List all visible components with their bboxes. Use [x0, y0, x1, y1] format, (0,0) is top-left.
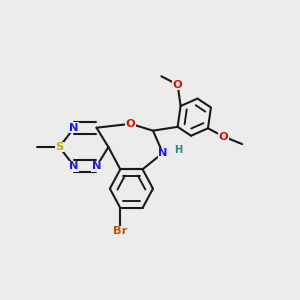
Text: N: N — [92, 161, 101, 171]
Text: O: O — [126, 119, 136, 129]
Text: N: N — [70, 123, 79, 133]
Text: O: O — [173, 80, 182, 90]
Text: N: N — [70, 161, 79, 171]
Text: O: O — [219, 132, 229, 142]
Text: N: N — [158, 148, 167, 158]
Text: Br: Br — [113, 226, 127, 236]
Text: S: S — [55, 142, 64, 152]
Text: H: H — [174, 145, 182, 155]
